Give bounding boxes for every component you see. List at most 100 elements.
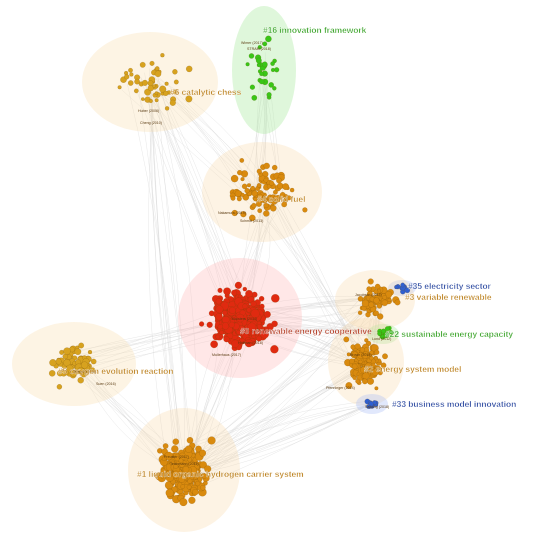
publication-node	[239, 158, 245, 163]
publication-node	[221, 315, 230, 324]
publication-node	[159, 85, 167, 93]
author-label: Teichmann (2011)	[170, 462, 199, 466]
publication-node	[129, 72, 134, 77]
publication-node	[141, 79, 148, 86]
citation-edge	[178, 362, 362, 471]
citation-edge	[175, 311, 383, 477]
publication-node	[171, 445, 179, 453]
publication-node	[263, 162, 270, 170]
publication-node	[355, 378, 361, 384]
citation-edge	[191, 301, 375, 455]
publication-node	[367, 278, 374, 285]
publication-node	[361, 299, 370, 308]
author-label: Jacobson (2017)	[355, 293, 382, 297]
publication-node	[163, 90, 169, 97]
author-label: Huber (2006)	[138, 109, 159, 113]
citation-edge	[194, 401, 373, 488]
publication-node	[164, 81, 169, 86]
publication-node	[154, 70, 162, 78]
publication-node	[247, 315, 254, 323]
publication-node	[141, 97, 145, 101]
publication-node	[159, 472, 166, 479]
publication-node	[89, 367, 96, 373]
publication-node	[152, 84, 156, 88]
publication-node	[172, 438, 180, 445]
citation-edge	[188, 403, 369, 467]
publication-node	[59, 349, 65, 355]
publication-node	[371, 368, 379, 376]
publication-node	[217, 287, 223, 293]
publication-node	[195, 480, 201, 487]
publication-node	[382, 295, 387, 300]
publication-node	[404, 287, 411, 294]
author-label: Sailaing (2018)	[365, 405, 389, 409]
publication-node	[256, 62, 262, 68]
publication-node	[195, 445, 202, 453]
publication-node	[373, 310, 379, 316]
publication-node	[235, 313, 245, 323]
citation-edge	[152, 77, 241, 304]
citation-edge	[127, 83, 180, 459]
citation-edge	[183, 402, 374, 467]
publication-node	[244, 187, 250, 194]
publication-node	[346, 352, 351, 357]
author-label: Nakamura (2019)	[218, 211, 246, 215]
publication-node	[172, 89, 178, 95]
author-label: Kluisters (2014)	[232, 317, 257, 321]
publication-node	[261, 196, 266, 201]
citation-edge	[149, 68, 183, 468]
publication-node	[374, 349, 380, 355]
publication-node	[357, 310, 363, 315]
publication-node	[345, 382, 353, 389]
publication-node	[74, 348, 82, 355]
publication-node	[242, 303, 248, 309]
publication-node	[219, 330, 224, 335]
publication-node	[394, 285, 399, 290]
citation-edge	[169, 87, 255, 207]
publication-node	[230, 174, 239, 183]
publication-node	[373, 356, 378, 361]
cluster-labels: #16 innovation framework #6 catalytic ch…	[58, 25, 517, 479]
publication-node	[349, 358, 355, 364]
citation-edge	[181, 354, 372, 478]
publication-node	[128, 67, 133, 73]
publication-node	[257, 324, 263, 330]
publication-node	[268, 180, 275, 186]
publication-node	[257, 45, 262, 50]
publication-node	[253, 197, 258, 202]
citation-edge	[155, 92, 198, 464]
cluster-label-2: #2 energy system model	[364, 364, 461, 374]
citation-edge	[192, 367, 368, 462]
publication-node	[251, 202, 257, 209]
publication-node	[373, 297, 380, 304]
author-label: Brown (2018)	[350, 353, 372, 357]
publication-node	[358, 359, 363, 364]
publication-node	[149, 60, 155, 66]
citation-edge	[257, 197, 359, 373]
citation-edge	[151, 82, 176, 475]
citation-edge	[196, 291, 388, 465]
publication-node	[222, 310, 228, 316]
publication-node	[240, 170, 249, 178]
publication-node	[139, 61, 146, 68]
publication-node	[236, 196, 242, 202]
publication-node	[270, 205, 277, 212]
publication-node	[394, 299, 401, 306]
author-label: Hoffman (2018)	[238, 341, 263, 345]
publication-node	[215, 334, 221, 340]
publication-node	[154, 66, 160, 71]
publication-node	[228, 321, 235, 328]
citation-edges	[56, 52, 389, 491]
publication-node	[242, 286, 247, 292]
author-label: Mullerhaus (2017)	[212, 353, 241, 357]
publication-node	[154, 98, 159, 103]
publication-node	[368, 301, 375, 308]
author-label: Wimer (2017)	[241, 41, 263, 45]
publication-node	[215, 305, 224, 314]
publication-node	[185, 95, 193, 103]
publication-node	[56, 384, 63, 390]
publication-node	[191, 472, 197, 479]
publication-node	[215, 298, 222, 305]
citation-edge	[187, 297, 382, 467]
publication-node	[63, 347, 71, 355]
